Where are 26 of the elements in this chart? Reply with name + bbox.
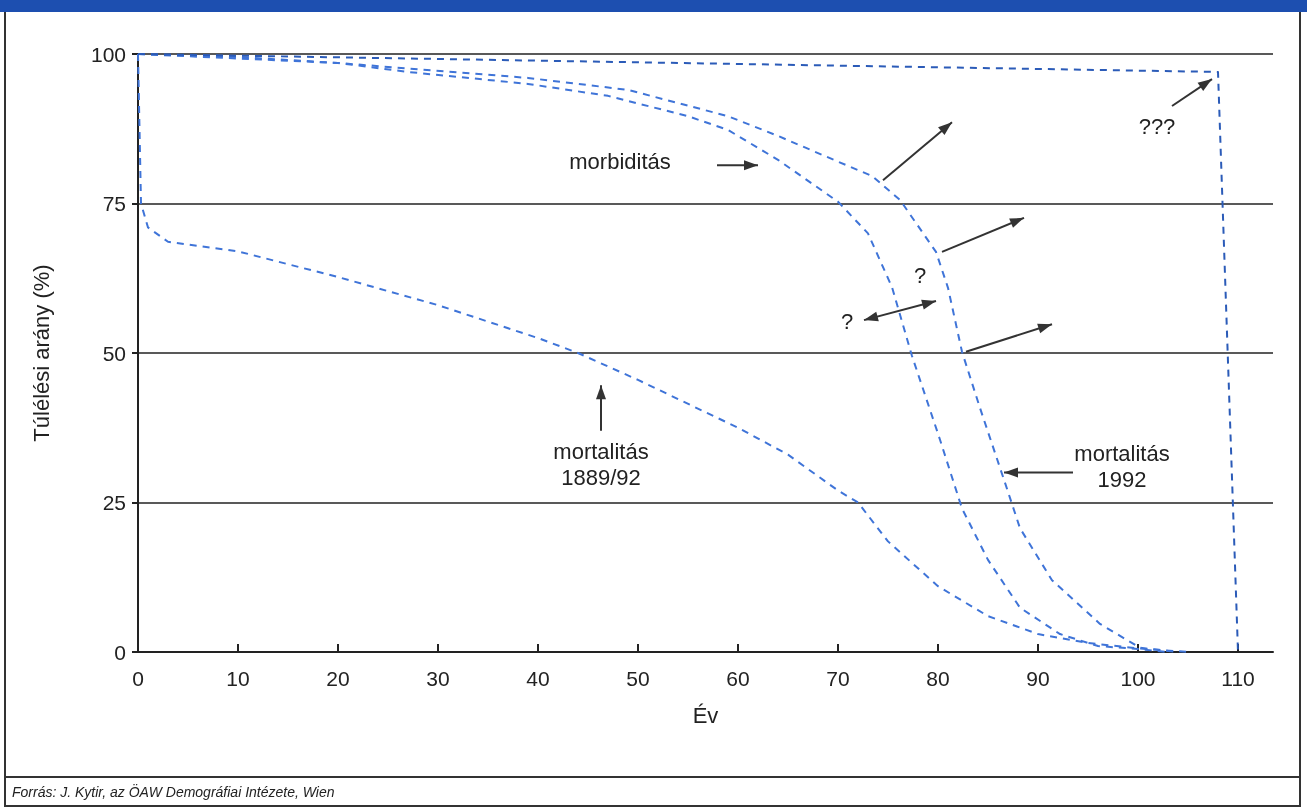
x-tick-label: 30 xyxy=(426,667,450,690)
annotation: ? xyxy=(913,262,927,289)
text: Forrás: J. Kytir, az ÖAW Demográfiai Intézete, Wien xyxy=(6,776,1301,806)
annotation: morbiditás xyxy=(569,149,671,176)
x-tick-label: 100 xyxy=(1120,667,1156,690)
annotation: ? xyxy=(840,308,854,335)
x-tick-label: 90 xyxy=(1026,667,1050,690)
x-tick-label: 20 xyxy=(326,667,350,690)
x-tick-label: 80 xyxy=(926,667,950,690)
annotation: mortalitás 1992 xyxy=(1074,441,1170,494)
x-tick-label: 70 xyxy=(826,667,850,690)
x-tick-label: 10 xyxy=(226,667,250,690)
y-tick-label: 0 xyxy=(114,640,126,664)
x-tick-label: 60 xyxy=(726,667,750,690)
x-axis-title: Év xyxy=(692,702,719,728)
annotation: ??? xyxy=(1138,113,1176,140)
x-tick-label: 50 xyxy=(626,667,650,690)
x-tick-label: 40 xyxy=(526,667,550,690)
y-tick-label: 75 xyxy=(102,192,126,215)
y-axis-title: Túlélési arány (%) xyxy=(28,264,54,442)
y-tick-label: 25 xyxy=(102,491,126,514)
y-tick-label: 50 xyxy=(102,341,126,365)
x-tick-label: 0 xyxy=(132,667,144,690)
annotation: mortalitás 1889/92 xyxy=(553,438,649,491)
y-tick-label: 100 xyxy=(90,42,126,66)
x-tick-label: 110 xyxy=(1221,667,1255,690)
